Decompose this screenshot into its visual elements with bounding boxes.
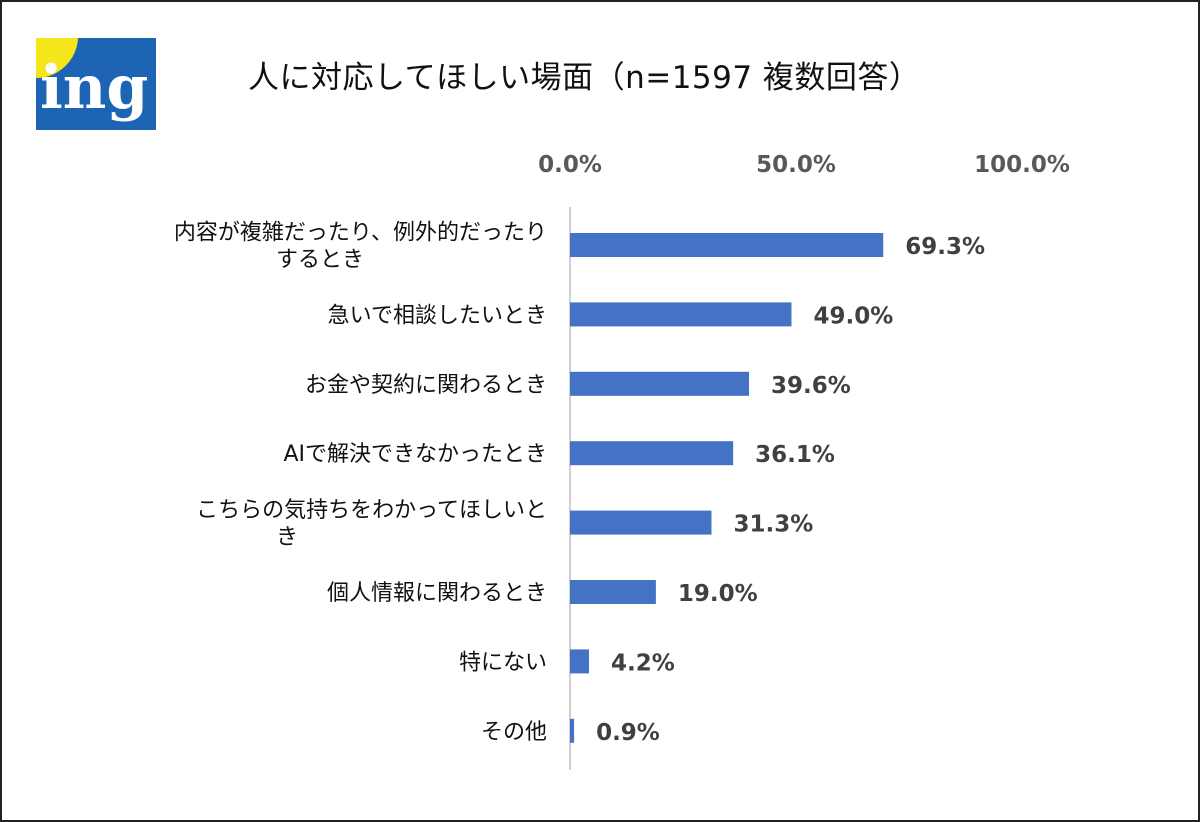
- value-label: 49.0%: [813, 303, 893, 329]
- x-tick-label: 100.0%: [974, 152, 1070, 178]
- category-label: 個人情報に関わるとき: [327, 581, 547, 606]
- chart-title: 人に対応してほしい場面（n=1597 複数回答）: [248, 60, 921, 96]
- ing-logo-icon: ing: [36, 38, 156, 130]
- value-label: 4.2%: [611, 650, 675, 676]
- bar: [570, 649, 589, 674]
- value-label: 19.0%: [678, 581, 758, 607]
- bar: [570, 302, 792, 327]
- bar: [570, 580, 656, 604]
- category-label: 特にない: [459, 650, 547, 675]
- x-axis-ticks: 0.0% 50.0% 100.0%: [538, 152, 1070, 178]
- category-label: き: [276, 525, 298, 550]
- value-label: 31.3%: [733, 512, 813, 538]
- bar: [570, 233, 884, 257]
- category-label: こちらの気持ちをわかってほしいと: [196, 498, 547, 523]
- bar: [570, 510, 712, 535]
- ing-logo: ing: [36, 38, 156, 130]
- category-label: するとき: [276, 248, 364, 273]
- bar: [570, 371, 749, 396]
- logo-text: ing: [40, 53, 148, 123]
- value-label: 0.9%: [596, 720, 660, 746]
- value-label: 36.1%: [755, 442, 835, 468]
- x-tick-label: 50.0%: [756, 152, 836, 178]
- category-label: AIで解決できなかったとき: [283, 442, 547, 467]
- category-label: その他: [481, 720, 547, 745]
- bars: [570, 233, 884, 743]
- x-tick-label: 0.0%: [538, 152, 602, 178]
- value-label: 39.6%: [771, 373, 851, 399]
- category-label: 急いで相談したいとき: [328, 303, 547, 328]
- category-label: 内容が複雑だったり、例外的だったり: [174, 221, 547, 246]
- bar: [570, 441, 734, 466]
- value-labels: 69.3% 49.0% 39.6% 36.1% 31.3% 19.0% 4.2% 0.9%: [596, 234, 985, 746]
- bar: [570, 718, 575, 743]
- value-label: 69.3%: [905, 234, 985, 260]
- category-label: お金や契約に関わるとき: [305, 373, 547, 398]
- category-labels: 内容が複雑だったり、例外的だったりするとき急いで相談したいときお金や契約に関わる…: [174, 221, 547, 745]
- logo-yellow-arc: [36, 38, 78, 79]
